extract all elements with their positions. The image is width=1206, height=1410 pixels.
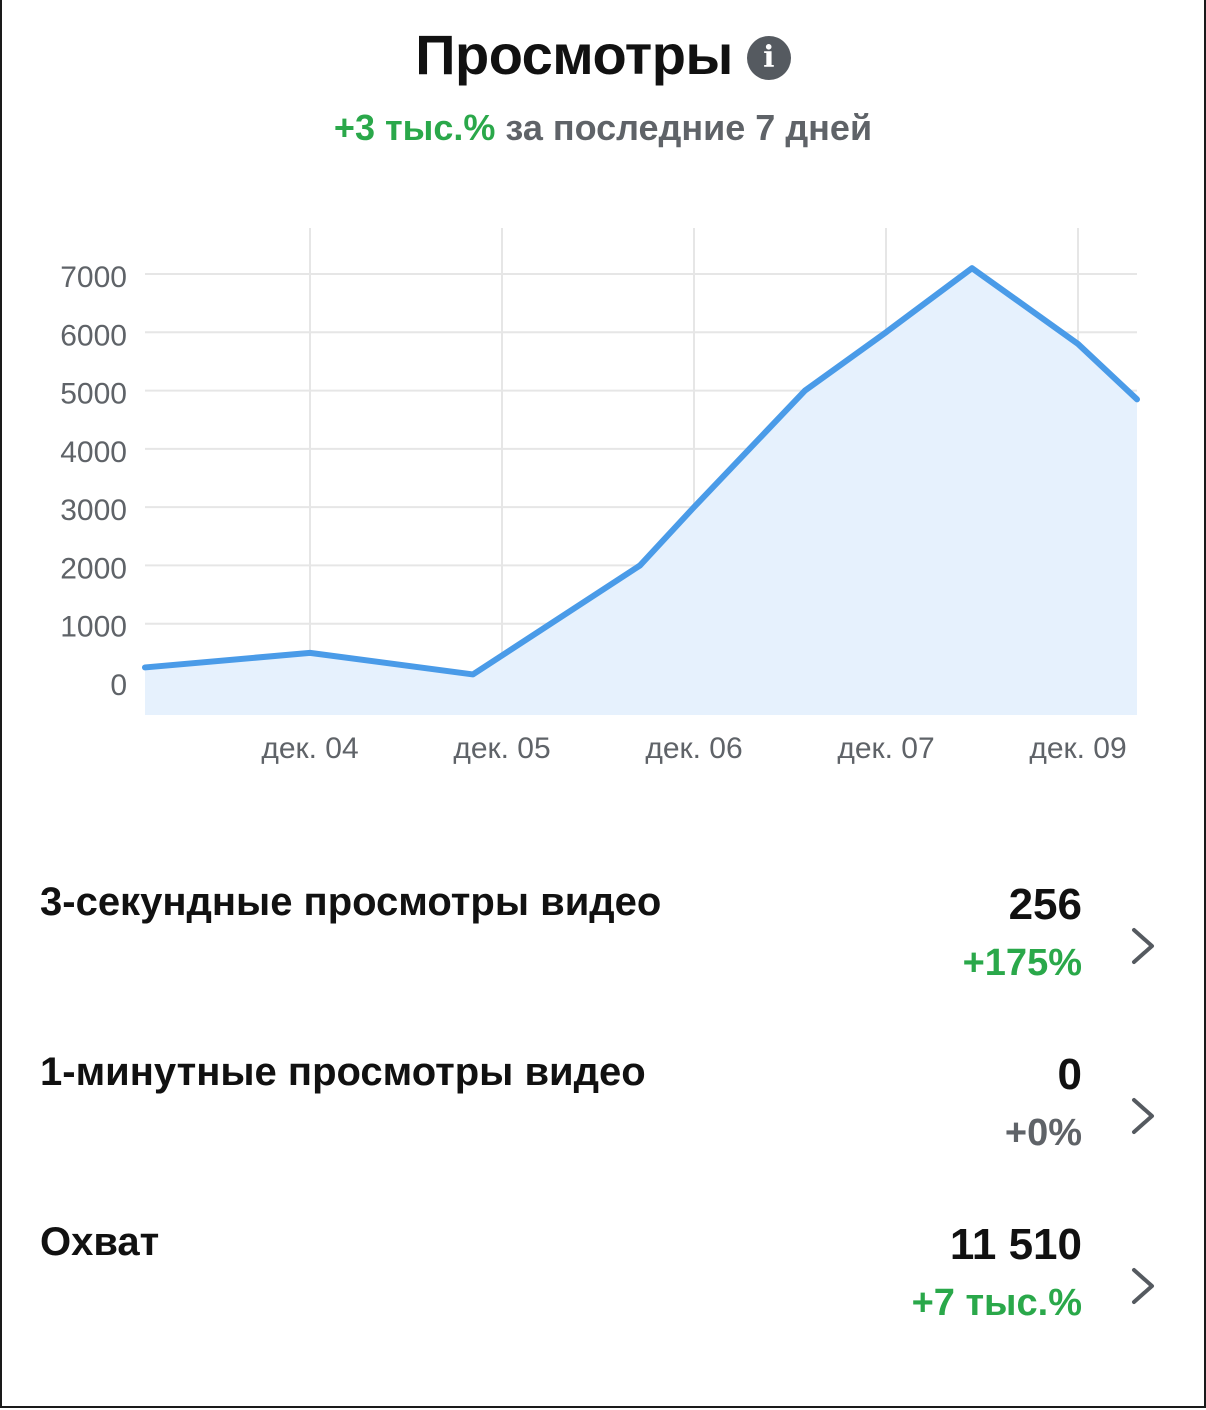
data-point [639, 564, 641, 567]
chevron-right-icon[interactable] [1128, 926, 1158, 966]
y-tick-label: 2000 [60, 552, 127, 585]
y-tick-label: 3000 [60, 494, 127, 527]
metric-row-reach[interactable]: Охват 11 510 +7 тыс.% [0, 1220, 1206, 1370]
x-tick-label: дек. 05 [453, 732, 550, 765]
data-point [144, 666, 146, 669]
series-area [145, 268, 1137, 715]
y-tick-label: 0 [110, 669, 127, 702]
views-header: Просмотры i +3 тыс.% за последние 7 дней [0, 22, 1206, 149]
x-tick-label: дек. 04 [261, 732, 358, 765]
metric-value: 256 [1008, 880, 1082, 929]
metric-delta: +175% [962, 942, 1082, 984]
y-tick-label: 5000 [60, 378, 127, 411]
data-point [804, 389, 806, 392]
metric-label: 3-секундные просмотры видео [40, 880, 662, 924]
metric-value: 11 510 [949, 1220, 1082, 1269]
data-point [885, 331, 887, 334]
y-tick-label: 4000 [60, 436, 127, 469]
metric-row-3s-views[interactable]: 3-секундные просмотры видео 256 +175% [0, 880, 1206, 1030]
series-line [142, 265, 1140, 678]
subtitle-text: за последние 7 дней [505, 107, 873, 148]
y-tick-label: 6000 [60, 319, 127, 352]
x-tick-label: дек. 06 [645, 732, 742, 765]
x-tick-label: дек. 07 [837, 732, 934, 765]
subtitle-delta: +3 тыс.% [333, 107, 496, 148]
views-chart: 7000 6000 5000 4000 3000 2000 1000 0 дек. 04 дек.… [0, 210, 1206, 790]
metric-delta: +0% [1004, 1112, 1082, 1154]
y-tick-label: 7000 [60, 261, 127, 294]
data-point [693, 506, 695, 509]
chevron-right-icon[interactable] [1128, 1096, 1158, 1136]
data-point [971, 267, 973, 270]
metric-delta: +7 тыс.% [911, 1282, 1082, 1324]
period-subtitle: +3 тыс.% за последние 7 дней [0, 107, 1206, 149]
metric-label: 1-минутные просмотры видео [40, 1050, 646, 1094]
data-point [1077, 342, 1079, 345]
metric-label: Охват [40, 1220, 160, 1264]
data-point [1136, 398, 1138, 401]
page-title: Просмотры [415, 23, 733, 86]
y-tick-label: 1000 [60, 611, 127, 644]
metric-value: 0 [1057, 1050, 1082, 1099]
info-icon[interactable]: i [746, 35, 791, 80]
metric-row-1m-views[interactable]: 1-минутные просмотры видео 0 +0% [0, 1050, 1206, 1200]
chevron-right-icon[interactable] [1128, 1266, 1158, 1306]
title-row: Просмотры i [415, 22, 791, 87]
data-point [472, 673, 474, 676]
data-point [309, 651, 311, 654]
x-tick-label: дек. 09 [1029, 732, 1126, 765]
views-chart-svg: 7000 6000 5000 4000 3000 2000 1000 0 дек. 04 дек.… [60, 228, 1140, 765]
